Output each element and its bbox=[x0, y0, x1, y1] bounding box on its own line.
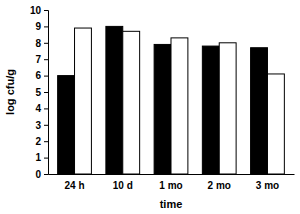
x-tick: 3 mo bbox=[256, 174, 279, 191]
x-tick: 1 mo bbox=[159, 174, 182, 191]
y-tick-label: 4 bbox=[35, 103, 41, 114]
x-tick-label: 10 d bbox=[113, 180, 133, 191]
bar bbox=[251, 48, 268, 174]
x-tick: 24 h bbox=[65, 174, 85, 191]
x-axis-line bbox=[49, 174, 295, 175]
y-tick: 1 bbox=[35, 152, 48, 163]
y-tick-mark bbox=[44, 174, 48, 175]
y-tick-label: 2 bbox=[35, 136, 41, 147]
y-tick-label: 10 bbox=[30, 5, 42, 16]
y-tick-label: 9 bbox=[35, 21, 41, 32]
bar bbox=[58, 76, 75, 174]
x-tick: 10 d bbox=[113, 174, 133, 191]
y-tick-mark bbox=[44, 76, 48, 77]
y-tick: 6 bbox=[35, 70, 48, 81]
bar bbox=[171, 38, 188, 174]
chart: 0 1 2 3 4 5 6 7 8 9 10 24 h 10 d 1 mo 2 mo 3 mo time log … bbox=[0, 0, 300, 214]
bar bbox=[154, 44, 171, 174]
y-tick: 2 bbox=[35, 136, 48, 147]
y-tick-label: 1 bbox=[35, 152, 41, 163]
y-tick: 9 bbox=[35, 21, 48, 32]
bar bbox=[219, 43, 236, 174]
y-tick-mark bbox=[44, 108, 48, 109]
bar bbox=[75, 28, 92, 174]
y-tick-mark bbox=[44, 10, 48, 11]
bar bbox=[202, 46, 219, 174]
y-tick: 0 bbox=[35, 169, 48, 180]
y-tick-mark bbox=[44, 92, 48, 93]
x-tick-label: 2 mo bbox=[208, 180, 231, 191]
x-tick-label: 24 h bbox=[65, 180, 85, 191]
y-tick-label: 0 bbox=[35, 169, 41, 180]
y-tick-label: 3 bbox=[35, 120, 41, 131]
y-tick: 4 bbox=[35, 103, 48, 114]
y-tick-mark bbox=[44, 59, 48, 60]
x-tick: 2 mo bbox=[208, 174, 231, 191]
y-tick: 7 bbox=[35, 54, 48, 65]
y-tick-label: 7 bbox=[35, 54, 41, 65]
bar bbox=[123, 31, 140, 174]
y-tick-mark bbox=[44, 26, 48, 27]
x-axis-title: time bbox=[160, 198, 183, 210]
bar bbox=[267, 74, 284, 174]
y-tick-mark bbox=[44, 43, 48, 44]
bar bbox=[106, 26, 123, 174]
y-tick: 10 bbox=[30, 5, 48, 16]
y-axis: 0 1 2 3 4 5 6 7 8 9 10 bbox=[30, 5, 49, 180]
plot: 0 1 2 3 4 5 6 7 8 9 10 24 h 10 d 1 mo 2 mo 3 mo bbox=[30, 5, 295, 191]
y-tick: 8 bbox=[35, 38, 48, 49]
y-tick-label: 6 bbox=[35, 70, 41, 81]
y-tick-mark bbox=[44, 158, 48, 159]
y-tick: 3 bbox=[35, 120, 48, 131]
y-tick-mark bbox=[44, 125, 48, 126]
bars bbox=[58, 26, 285, 174]
y-tick-label: 8 bbox=[35, 38, 41, 49]
y-axis-line bbox=[44, 11, 49, 175]
y-tick-label: 5 bbox=[35, 87, 41, 98]
y-axis-title: log cfu/g bbox=[4, 69, 16, 115]
y-tick-mark bbox=[44, 141, 48, 142]
x-tick-label: 1 mo bbox=[159, 180, 182, 191]
x-axis: 24 h 10 d 1 mo 2 mo 3 mo bbox=[49, 174, 295, 191]
y-tick: 5 bbox=[35, 87, 48, 98]
x-tick-label: 3 mo bbox=[256, 180, 279, 191]
